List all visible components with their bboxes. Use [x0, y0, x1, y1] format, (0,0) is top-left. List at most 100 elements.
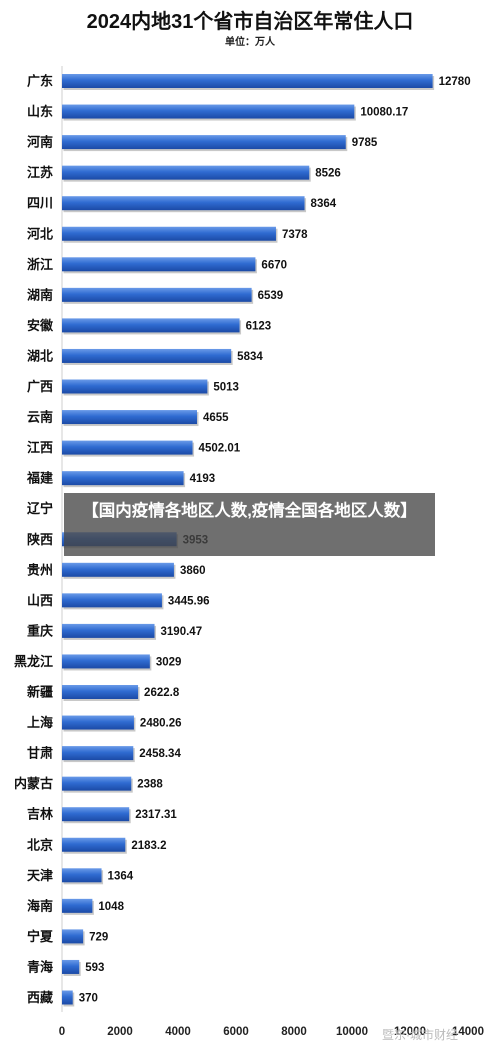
bar [62, 196, 305, 211]
value-label: 729 [89, 931, 108, 943]
x-tick-label: 6000 [223, 1026, 249, 1038]
bar [62, 593, 162, 608]
value-label: 2317.31 [135, 809, 177, 821]
bar [62, 165, 310, 180]
bar [62, 807, 130, 822]
value-label: 593 [85, 962, 104, 974]
category-label: 海南 [27, 898, 53, 913]
category-label: 西藏 [27, 990, 53, 1005]
value-label: 4655 [203, 412, 229, 424]
bar [62, 746, 134, 761]
value-label: 6123 [246, 320, 272, 332]
value-label: 12780 [439, 76, 471, 88]
category-label: 青海 [27, 959, 53, 974]
bar [62, 776, 132, 791]
category-label: 甘肃 [27, 746, 53, 761]
value-label: 3445.96 [168, 595, 210, 607]
x-tick-label: 8000 [281, 1026, 307, 1038]
category-label: 内蒙古 [14, 776, 53, 791]
bar [62, 379, 208, 394]
value-label: 3190.47 [161, 626, 203, 638]
chart-title: 2024内地31个省市自治区年常住人口 [87, 9, 414, 33]
value-label: 6539 [258, 290, 284, 302]
value-label: 2480.26 [140, 718, 182, 730]
chart-subtitle: 单位：万人 [225, 35, 276, 48]
watermark: 暨东·城市财经 [382, 1027, 458, 1042]
bar [62, 74, 433, 88]
category-label: 重庆 [27, 623, 53, 638]
category-label: 江苏 [27, 165, 53, 180]
value-label: 6670 [261, 259, 287, 271]
category-label: 福建 [26, 471, 53, 486]
category-label: 四川 [27, 196, 53, 211]
category-label: 安徽 [27, 318, 54, 333]
category-label: 天津 [27, 868, 53, 883]
bar [62, 287, 252, 302]
bar [62, 654, 150, 669]
category-label: 贵州 [27, 562, 53, 577]
value-label: 2622.8 [144, 687, 180, 699]
value-label: 4502.01 [199, 443, 241, 455]
value-label: 5013 [213, 382, 239, 394]
bar [62, 715, 134, 730]
category-label: 辽宁 [27, 501, 53, 516]
bar [62, 562, 174, 577]
bar [62, 257, 256, 272]
category-label: 上海 [27, 715, 53, 730]
bar [62, 348, 232, 363]
category-label: 黑龙江 [14, 654, 53, 669]
bar [62, 410, 197, 425]
value-label: 3029 [156, 656, 182, 668]
value-label: 9785 [352, 137, 378, 149]
bar [62, 226, 276, 241]
value-label: 2183.2 [131, 840, 166, 852]
category-label: 新疆 [27, 685, 53, 700]
category-label: 吉林 [27, 807, 53, 822]
x-tick-label: 14000 [452, 1026, 484, 1038]
x-tick-label: 2000 [107, 1026, 133, 1038]
category-label: 河南 [27, 135, 53, 150]
bar [62, 868, 102, 883]
bar [62, 623, 155, 638]
bar [62, 471, 184, 486]
bar [62, 104, 355, 119]
category-label: 陕西 [27, 532, 53, 547]
category-label: 广西 [27, 379, 53, 394]
value-label: 1364 [108, 870, 134, 882]
x-tick-label: 4000 [165, 1026, 191, 1038]
value-label: 4193 [190, 473, 216, 485]
category-label: 宁夏 [27, 929, 54, 944]
category-label: 北京 [27, 837, 53, 852]
category-label: 江西 [27, 440, 53, 455]
x-tick-label: 12000 [394, 1026, 426, 1038]
bar [62, 135, 346, 150]
value-label: 8526 [315, 168, 341, 180]
bar [62, 440, 193, 455]
value-label: 370 [79, 993, 98, 1005]
value-label: 8364 [311, 198, 337, 210]
value-label: 2388 [137, 779, 163, 791]
value-label: 10080.17 [360, 107, 408, 119]
x-tick-label: 0 [59, 1026, 65, 1038]
bar [62, 837, 126, 852]
value-label: 1048 [98, 901, 124, 913]
category-label: 湖南 [27, 287, 53, 302]
category-label: 湖北 [27, 348, 53, 363]
value-label: 2458.34 [139, 748, 181, 760]
category-label: 广东 [27, 74, 53, 89]
bar [62, 929, 84, 944]
category-label: 云南 [27, 410, 53, 425]
bar [62, 318, 240, 333]
category-label: 浙江 [27, 257, 53, 272]
title-overlay-banner: 【国内疫情各地区人数,疫情全国各地区人数】 [64, 493, 435, 556]
bar [62, 959, 80, 974]
value-label: 7378 [282, 229, 308, 241]
category-label: 山东 [27, 104, 53, 119]
category-label: 河北 [27, 226, 53, 241]
category-label: 山西 [27, 593, 53, 608]
bar [62, 898, 93, 913]
bar [62, 990, 73, 1005]
bar [62, 685, 139, 699]
value-label: 3860 [180, 565, 206, 577]
value-label: 5834 [237, 351, 263, 363]
